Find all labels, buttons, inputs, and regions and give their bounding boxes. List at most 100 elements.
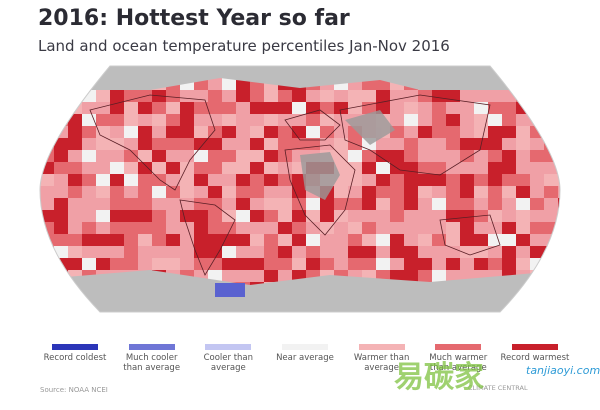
- map-cell: [54, 234, 68, 246]
- map-cell: [348, 246, 362, 258]
- map-cell: [558, 270, 560, 282]
- map-cell: [516, 138, 530, 150]
- map-cell: [362, 90, 376, 102]
- map-cell: [68, 138, 82, 150]
- map-cell: [530, 126, 544, 138]
- map-cell: [124, 210, 138, 222]
- map-cell: [544, 258, 558, 270]
- map-cell: [194, 246, 208, 258]
- map-cell: [110, 258, 124, 270]
- map-cell: [124, 162, 138, 174]
- map-cell: [558, 114, 560, 126]
- map-cell: [54, 282, 68, 294]
- map-cell: [54, 198, 68, 210]
- legend-label: Much cooler than average: [123, 353, 181, 373]
- map-cell: [208, 258, 222, 270]
- map-cell: [250, 138, 264, 150]
- map-cell: [138, 222, 152, 234]
- map-cell: [334, 210, 348, 222]
- map-cell: [54, 162, 68, 174]
- map-cell: [152, 150, 166, 162]
- map-cell: [152, 234, 166, 246]
- map-cell: [68, 294, 82, 306]
- map-cell: [110, 138, 124, 150]
- map-cell: [516, 66, 530, 78]
- map-cell: [432, 234, 446, 246]
- map-cell: [376, 174, 390, 186]
- map-cell: [180, 162, 194, 174]
- map-cell: [194, 102, 208, 114]
- map-cell: [180, 186, 194, 198]
- map-cell: [390, 246, 404, 258]
- map-cell: [306, 114, 320, 126]
- map-cell: [558, 126, 560, 138]
- map-cell: [278, 126, 292, 138]
- map-cell: [194, 222, 208, 234]
- map-cell: [558, 294, 560, 306]
- map-cell: [138, 186, 152, 198]
- map-cell: [124, 174, 138, 186]
- map-cell: [544, 282, 558, 294]
- map-cell: [432, 102, 446, 114]
- map-cell: [362, 258, 376, 270]
- map-cell: [180, 210, 194, 222]
- map-cell: [54, 270, 68, 282]
- map-cell: [110, 198, 124, 210]
- map-cell: [222, 246, 236, 258]
- map-cell: [516, 222, 530, 234]
- map-cell: [418, 162, 432, 174]
- map-cell: [264, 246, 278, 258]
- map-cell: [488, 234, 502, 246]
- brand: CLIMATE CENTRAL: [468, 384, 528, 392]
- legend-item: Cooler than average: [193, 344, 263, 373]
- map-cell: [292, 186, 306, 198]
- map-cell: [292, 258, 306, 270]
- map-cell: [194, 174, 208, 186]
- map-cell: [362, 246, 376, 258]
- map-cell: [194, 198, 208, 210]
- map-cell: [418, 270, 432, 282]
- map-cell: [502, 246, 516, 258]
- map-cell: [222, 114, 236, 126]
- map-cell: [96, 114, 110, 126]
- map-cell: [404, 198, 418, 210]
- map-cell: [40, 162, 54, 174]
- map-cell: [320, 126, 334, 138]
- legend-label: Record warmest: [500, 353, 570, 363]
- legend-item: Much cooler than average: [117, 344, 187, 373]
- map-cell: [292, 210, 306, 222]
- map-cell: [82, 66, 96, 78]
- map-cell: [194, 234, 208, 246]
- map-cell: [516, 186, 530, 198]
- map-cell: [54, 66, 68, 78]
- map-cell: [558, 90, 560, 102]
- map-cell: [348, 90, 362, 102]
- map-cell: [278, 258, 292, 270]
- map-cell: [40, 78, 54, 90]
- map-cell: [502, 162, 516, 174]
- map-cell: [544, 186, 558, 198]
- map-cell: [208, 138, 222, 150]
- map-cell: [166, 90, 180, 102]
- map-cell: [124, 246, 138, 258]
- map-cell: [250, 210, 264, 222]
- map-cell: [488, 114, 502, 126]
- map-cell: [222, 150, 236, 162]
- map-cell: [348, 222, 362, 234]
- map-cell: [264, 198, 278, 210]
- map-cell: [264, 258, 278, 270]
- map-cell: [362, 198, 376, 210]
- map-cell: [432, 90, 446, 102]
- map-cell: [110, 162, 124, 174]
- map-cell: [208, 162, 222, 174]
- map-cell: [194, 150, 208, 162]
- map-cell: [474, 174, 488, 186]
- map-cell: [222, 258, 236, 270]
- map-cell: [250, 162, 264, 174]
- map-cell: [124, 150, 138, 162]
- map-cell: [362, 186, 376, 198]
- map-cell: [208, 210, 222, 222]
- map-cell: [446, 210, 460, 222]
- map-cell: [152, 162, 166, 174]
- map-cell: [250, 90, 264, 102]
